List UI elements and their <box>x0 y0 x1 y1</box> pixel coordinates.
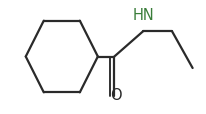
Text: HN: HN <box>132 8 154 23</box>
Text: O: O <box>111 88 122 103</box>
